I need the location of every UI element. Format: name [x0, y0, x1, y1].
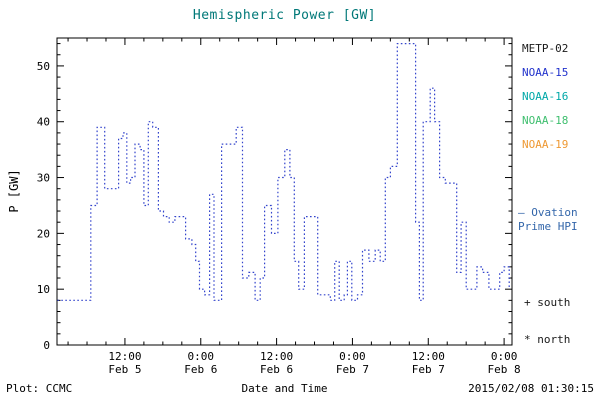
- legend-item-noaa-15: NOAA-15: [522, 66, 569, 79]
- svg-text:20: 20: [37, 227, 50, 240]
- legend-marker-south: + south: [524, 296, 571, 309]
- svg-text:50: 50: [37, 60, 50, 73]
- svg-text:Feb 6: Feb 6: [260, 363, 293, 376]
- svg-text:40: 40: [37, 116, 50, 129]
- svg-text:0:00: 0:00: [491, 350, 518, 363]
- chart-title: Hemispheric Power [GW]: [192, 8, 377, 23]
- legend-marker-north: * north: [524, 333, 571, 346]
- satellite-legend: METP-02 NOAA-15 NOAA-16 NOAA-18 NOAA-19: [522, 42, 598, 162]
- ovation-label-line: — Ovation: [518, 206, 578, 219]
- svg-text:0:00: 0:00: [339, 350, 366, 363]
- svg-text:Feb 5: Feb 5: [108, 363, 141, 376]
- plot-source-label: Plot: CCMC: [6, 382, 73, 395]
- svg-text:Feb 6: Feb 6: [184, 363, 217, 376]
- svg-text:12:00: 12:00: [412, 350, 445, 363]
- legend-item-metp-02: METP-02: [522, 42, 569, 55]
- legend-item-noaa-16: NOAA-16: [522, 90, 569, 103]
- plot-timestamp: 2015/02/08 01:30:15: [468, 382, 594, 395]
- svg-text:Feb 7: Feb 7: [412, 363, 445, 376]
- legend-ovation-prime-hpi: — Ovation Prime HPI: [518, 206, 578, 234]
- svg-text:30: 30: [37, 172, 50, 185]
- legend-item-noaa-19: NOAA-19: [522, 138, 569, 151]
- svg-text:Feb 8: Feb 8: [488, 363, 521, 376]
- svg-text:0: 0: [43, 339, 50, 352]
- svg-text:0:00: 0:00: [188, 350, 215, 363]
- svg-text:10: 10: [37, 283, 50, 296]
- legend-item-noaa-18: NOAA-18: [522, 114, 569, 127]
- svg-text:12:00: 12:00: [108, 350, 141, 363]
- svg-text:12:00: 12:00: [260, 350, 293, 363]
- x-axis-label: Date and Time: [241, 382, 328, 395]
- ovation-label-line: Prime HPI: [518, 220, 578, 233]
- svg-text:Feb 7: Feb 7: [336, 363, 369, 376]
